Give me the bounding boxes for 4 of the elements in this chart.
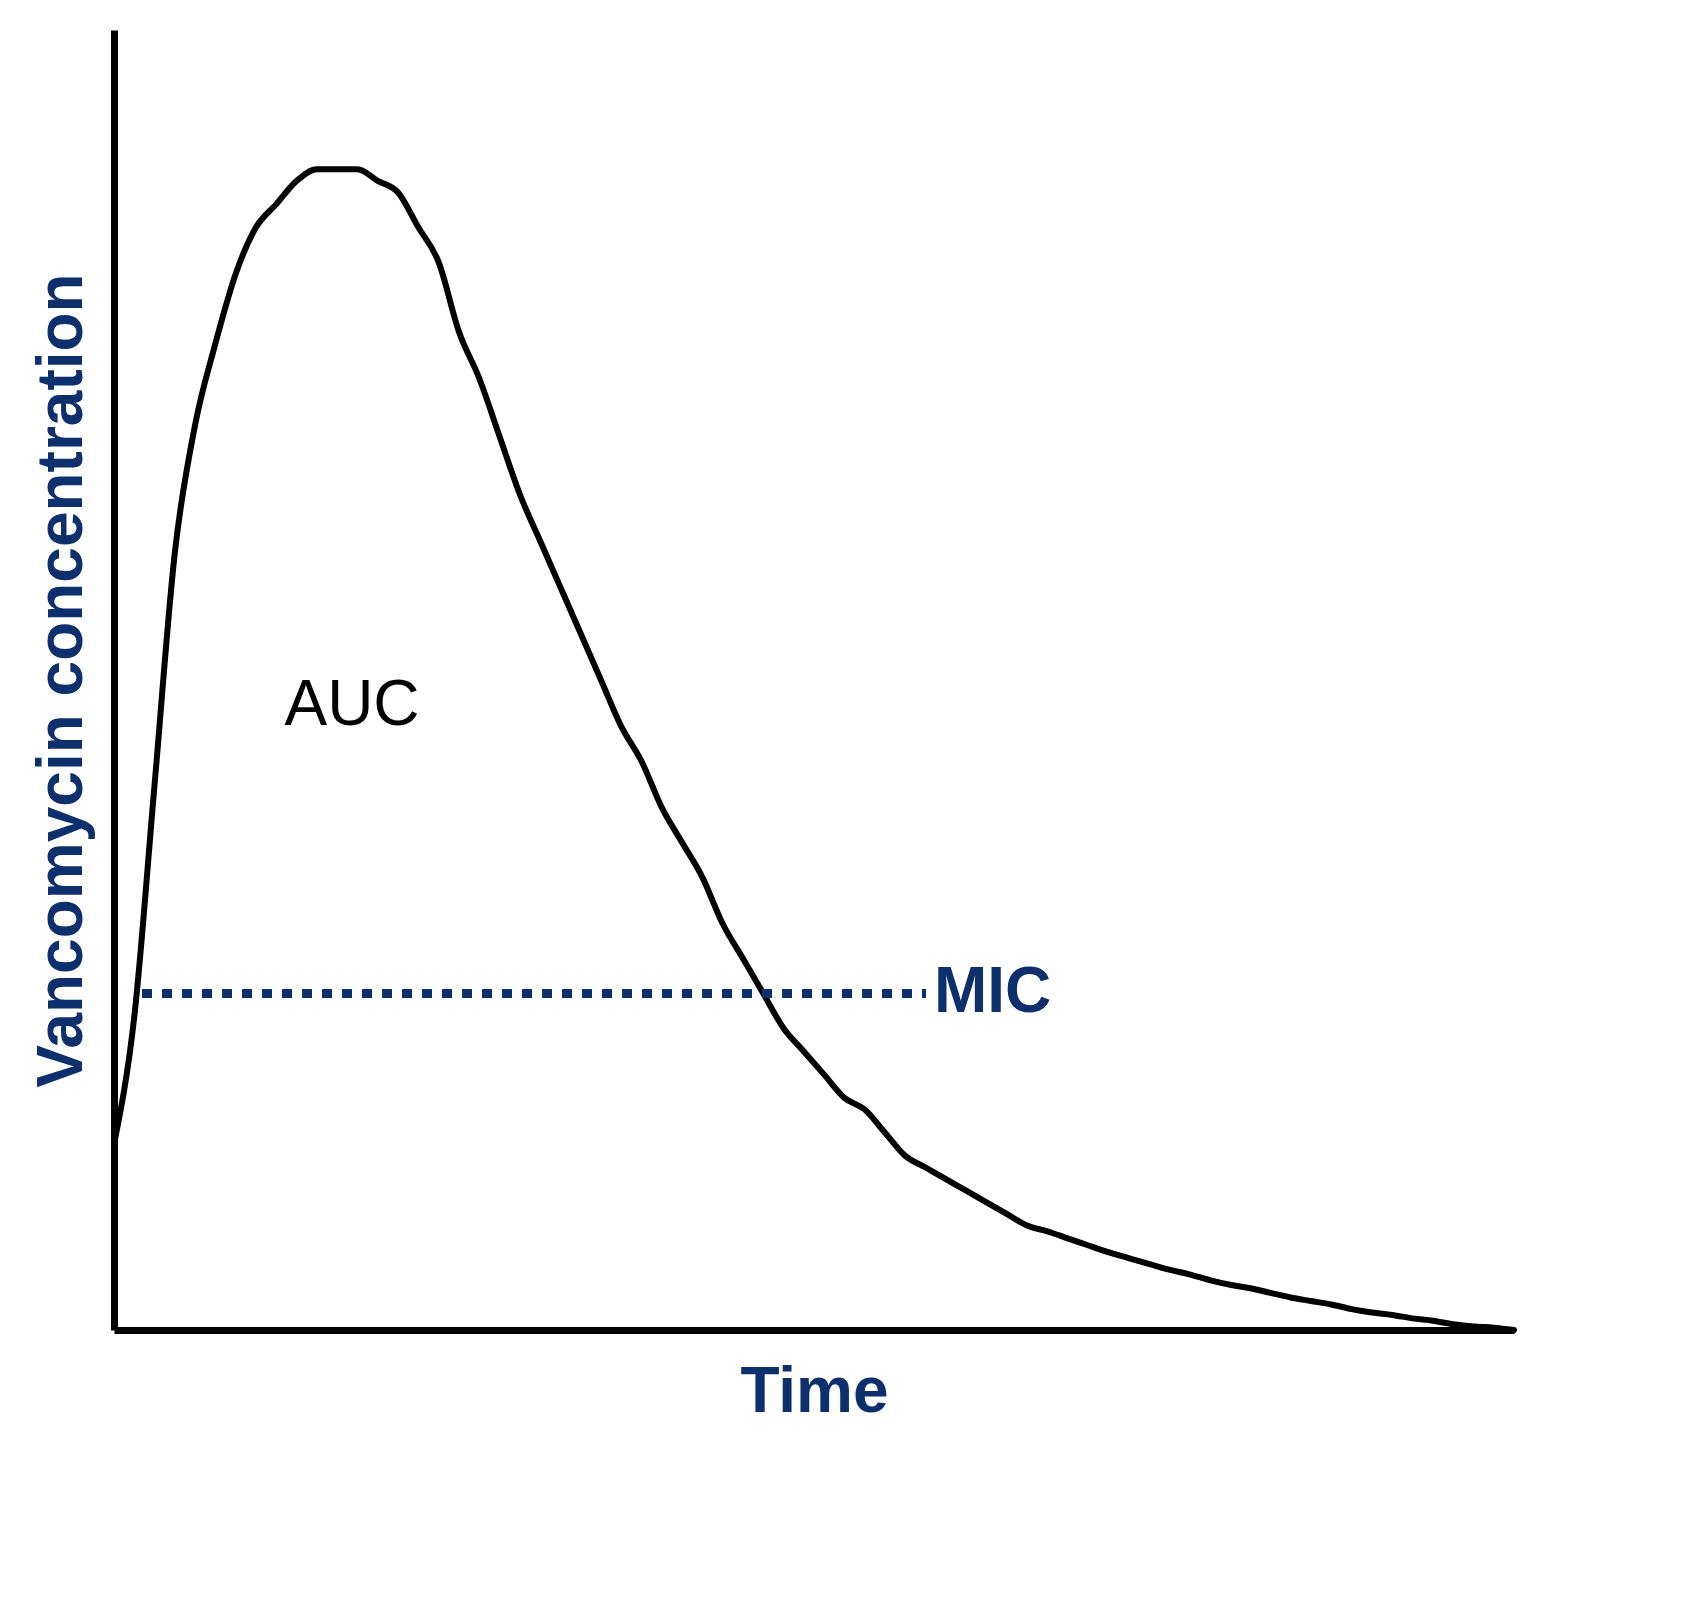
x-axis-title: Time [740,1353,889,1426]
y-axis-title: Vancomycin concentration [23,273,96,1088]
ref-line-label: MIC [934,954,1052,1027]
annotation: AUC [284,667,420,739]
